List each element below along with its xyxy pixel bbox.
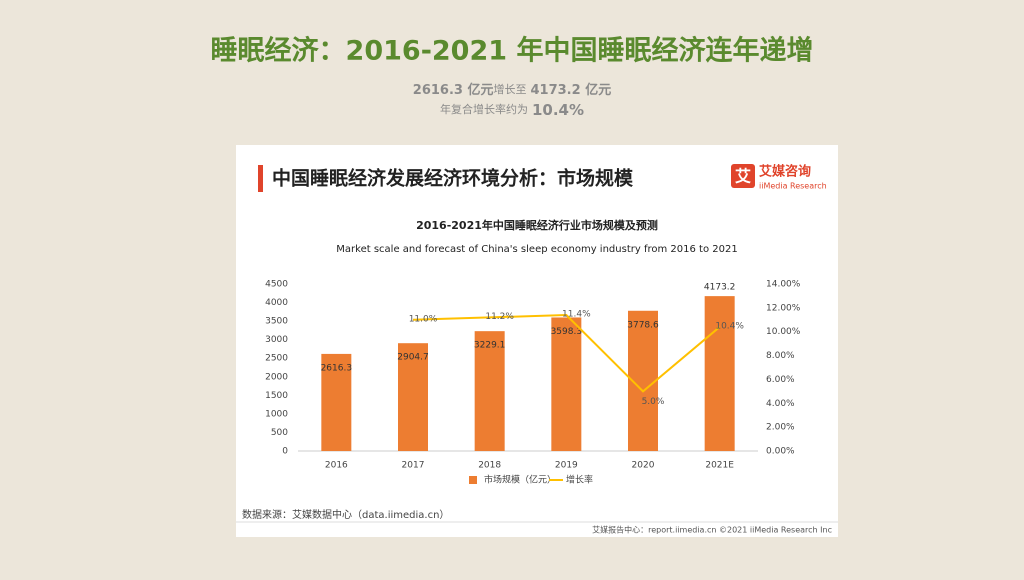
legend-swatch: [469, 476, 477, 484]
summary-line: 年复合增长率约为 10.4%: [440, 101, 584, 119]
logo-mark: 艾: [735, 167, 751, 186]
x-tick-label: 2020: [632, 461, 655, 471]
line-value-label: 11.2%: [485, 312, 514, 322]
line-value-label: 5.0%: [642, 397, 665, 407]
y-tick-label: 2500: [265, 354, 288, 364]
x-tick-label: 2017: [402, 461, 425, 471]
bar-value-label: 4173.2: [704, 283, 736, 293]
y2-tick-label: 0.00%: [766, 447, 795, 457]
summary-value: 10.4%: [532, 101, 584, 119]
x-tick-label: 2019: [555, 461, 578, 471]
y-tick-label: 4500: [265, 280, 288, 290]
panel-heading: 中国睡眠经济发展经济环境分析：市场规模: [272, 167, 634, 190]
y2-tick-label: 10.00%: [766, 327, 801, 337]
x-tick-label: 2021E: [705, 461, 734, 471]
y-tick-label: 1500: [265, 391, 288, 401]
y2-tick-label: 4.00%: [766, 399, 795, 409]
summary-text: 年复合增长率约为: [440, 102, 528, 116]
y2-tick-label: 6.00%: [766, 375, 795, 385]
y-tick-label: 1000: [265, 409, 288, 419]
chart-subtitle: Market scale and forecast of China's sle…: [336, 244, 737, 255]
chart-title: 2016-2021年中国睡眠经济行业市场规模及预测: [416, 218, 658, 232]
line-value-label: 11.4%: [562, 310, 591, 320]
summary-value: 2616.3 亿元: [413, 82, 494, 98]
chart-panel: [236, 145, 838, 537]
footer: 艾媒报告中心：report.iimedia.cn ©2021 iiMedia R…: [592, 525, 832, 535]
line: [412, 314, 721, 393]
summary-value: 4173.2 亿元: [531, 82, 612, 98]
bar-value-label: 2616.3: [321, 363, 353, 373]
bar-value-label: 3229.1: [474, 341, 506, 351]
legend-label: 市场规模（亿元）: [484, 474, 556, 486]
bar: [321, 353, 352, 451]
summary-text: 增长至: [494, 82, 527, 96]
bar: [704, 296, 735, 451]
y-tick-label: 2000: [265, 372, 288, 382]
y2-tick-label: 12.00%: [766, 303, 801, 313]
bar-value-label: 3598.3: [551, 327, 583, 337]
heading-bar: [258, 165, 263, 192]
plot: 0 500 1000 1500 2000 2500 3000 3500 4000 4500 0.00…: [265, 280, 801, 486]
logo-sub: iiMedia Research: [759, 182, 827, 191]
y-tick-label: 0: [282, 447, 288, 457]
x-tick-label: 2016: [325, 461, 348, 471]
y-tick-label: 3000: [265, 335, 288, 345]
legend-label: 增长率: [566, 474, 593, 486]
y2-tick-label: 14.00%: [766, 280, 801, 290]
source: 数据来源：艾媒数据中心（data.iimedia.cn）: [242, 508, 449, 521]
logo-name: 艾媒咨询: [759, 164, 811, 180]
bar: [474, 331, 505, 451]
line-value-label: 11.0%: [409, 314, 438, 324]
bar-value-label: 3778.6: [627, 320, 659, 330]
line-value-label: 10.4%: [715, 321, 744, 331]
logo-mark-bg: [731, 164, 755, 188]
bar: [551, 317, 582, 451]
summary-line: 2616.3 亿元增长至 4173.2 亿元: [413, 82, 611, 98]
x-tick-label: 2018: [478, 461, 501, 471]
y-tick-label: 4000: [265, 298, 288, 308]
bar: [398, 343, 428, 451]
bar-value-label: 2904.7: [397, 353, 429, 363]
y2-tick-label: 8.00%: [766, 351, 795, 361]
y-tick-label: 500: [271, 428, 288, 438]
y-tick-label: 3500: [265, 317, 288, 327]
slide-title: 睡眠经济：2016-2021 年中国睡眠经济连年递增: [211, 35, 814, 67]
y2-tick-label: 2.00%: [766, 423, 795, 433]
